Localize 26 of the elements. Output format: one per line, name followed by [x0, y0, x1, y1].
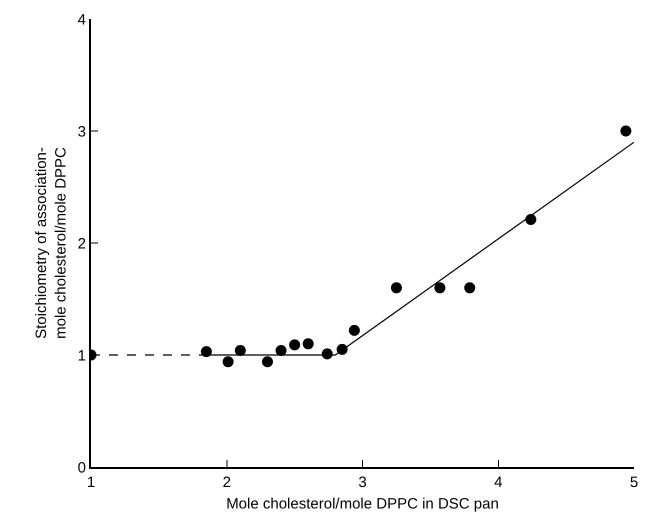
x-tick-label: 3	[358, 474, 367, 491]
point	[262, 356, 273, 368]
x-tick-label: 2	[222, 474, 231, 491]
point	[525, 214, 536, 225]
y-tick-label: 1	[78, 347, 86, 364]
point	[336, 344, 348, 355]
x-tick-label: 4	[494, 474, 502, 491]
point	[620, 126, 632, 136]
x-tick-label: 5	[630, 474, 638, 491]
point	[302, 338, 314, 350]
y-tick-label: 3	[78, 123, 86, 140]
y-axis-title: Stoichiometry of association- mole cholesterol/mole DPPC	[32, 146, 70, 339]
point	[234, 345, 246, 356]
y-tick-label: 2	[78, 235, 86, 252]
point	[200, 346, 212, 358]
x-axis-title: Mole cholesterol/mole DPPC in DSC pan	[226, 496, 499, 512]
y-tick-label: 0	[78, 459, 86, 476]
point	[276, 345, 287, 356]
point	[434, 282, 446, 294]
point	[348, 324, 360, 336]
point	[464, 282, 476, 294]
point	[322, 348, 333, 360]
point	[222, 356, 234, 368]
point	[289, 339, 300, 350]
point	[390, 282, 402, 294]
y-tick-label: 4	[78, 11, 86, 28]
